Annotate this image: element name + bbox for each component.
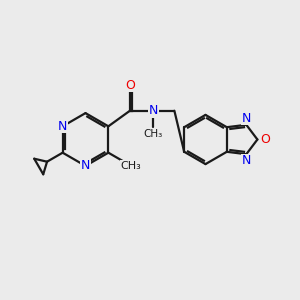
Text: N: N <box>81 159 90 172</box>
Text: CH₃: CH₃ <box>121 161 141 171</box>
Text: N: N <box>149 104 158 117</box>
Text: CH₃: CH₃ <box>144 129 163 139</box>
Text: O: O <box>125 79 135 92</box>
Text: N: N <box>242 154 251 167</box>
Text: O: O <box>260 133 270 146</box>
Text: N: N <box>58 120 67 133</box>
Text: N: N <box>242 112 251 125</box>
